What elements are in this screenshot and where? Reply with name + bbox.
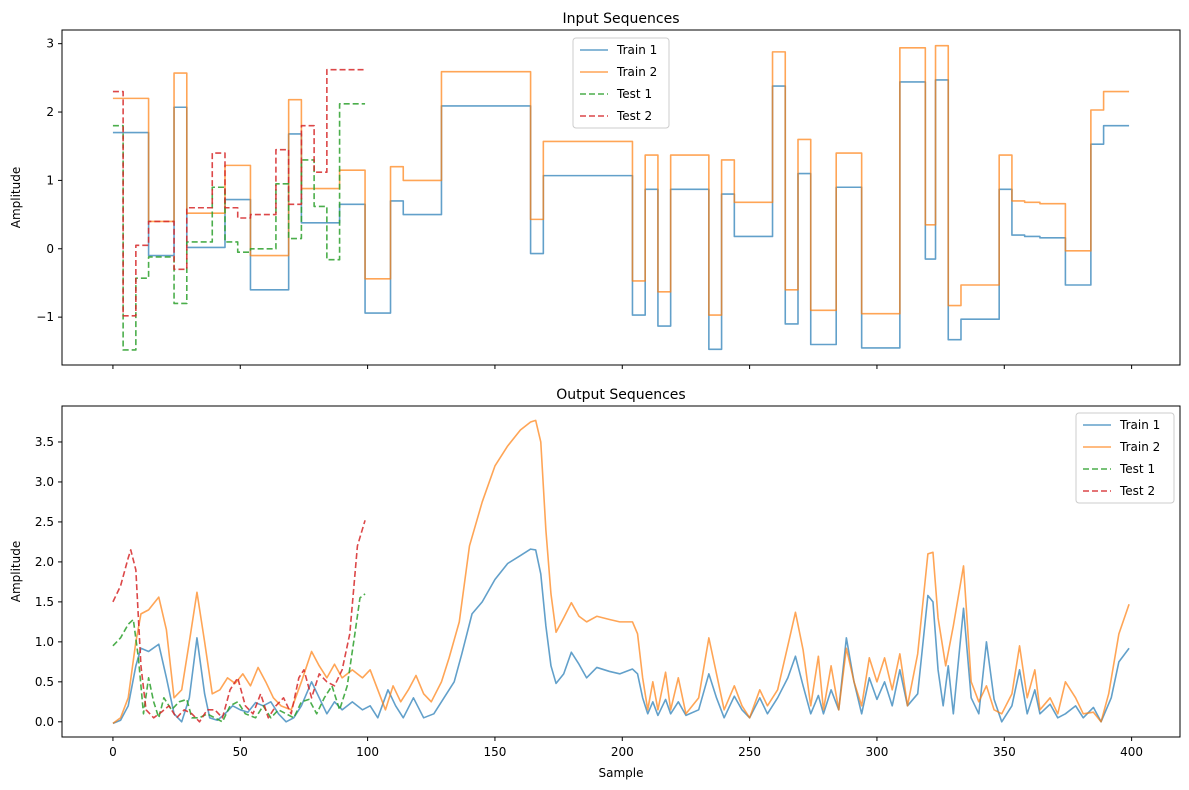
input-sequences-legend-box — [572, 37, 670, 129]
input-sequences-y-axis-label: Amplitude — [9, 167, 23, 229]
output-sequences-y-tick-label: 3.5 — [35, 435, 54, 449]
input-sequences-y-ticks: −1 0 1 2 3 — [36, 37, 62, 324]
input-sequences-legend: Train 1 Train 2 Test 1 Test 2 — [572, 37, 670, 129]
input-sequences-legend-label-test-1: Test 1 — [616, 87, 652, 101]
output-sequences-y-tick-label: 2.5 — [35, 515, 54, 529]
output-sequences-x-ticks: 0 50 100 150 200 250 300 350 400 — [109, 737, 1143, 759]
output-sequences-series-train-1 — [112, 548, 1130, 725]
output-sequences-title: Output Sequences — [556, 387, 685, 403]
output-sequences-y-tick-label: 1.0 — [35, 635, 54, 649]
input-sequences-y-tick-label: 0 — [46, 242, 54, 256]
input-sequences-legend-label-train-2: Train 2 — [616, 65, 657, 79]
output-sequences-x-tick-label: 100 — [356, 745, 379, 759]
output-sequences-panel: 0 50 100 150 200 250 300 350 400 0.0 0.5 1.0 1.5 2.0… — [9, 387, 1181, 780]
input-sequences-title: Input Sequences — [562, 11, 679, 27]
input-sequences-lines — [112, 44, 1130, 351]
output-sequences-y-ticks: 0.0 0.5 1.0 1.5 2.0 2.5 3.0 3.5 — [35, 435, 62, 729]
output-sequences-x-tick-label: 50 — [233, 745, 248, 759]
output-sequences-series-test-1 — [112, 593, 366, 723]
input-sequences-y-tick-label: 2 — [46, 105, 54, 119]
input-sequences-legend-label-train-1: Train 1 — [616, 43, 657, 57]
output-sequences-x-tick-label: 350 — [993, 745, 1016, 759]
input-sequences-panel: −1 0 1 2 3 Input Sequences Amplitude Train 1… — [9, 11, 1181, 369]
input-sequences-x-ticks — [112, 365, 1133, 369]
input-sequences-series-train-2 — [112, 44, 1130, 316]
input-sequences-legend-label-test-2: Test 2 — [616, 109, 652, 123]
output-sequences-legend-label-test-2: Test 2 — [1119, 484, 1155, 498]
output-sequences-y-axis-label: Amplitude — [9, 541, 23, 603]
input-sequences-y-tick-label: 3 — [46, 37, 54, 51]
output-sequences-y-tick-label: 0.5 — [35, 675, 54, 689]
output-sequences-axes-frame — [61, 405, 1181, 738]
output-sequences-x-tick-label: 200 — [611, 745, 634, 759]
output-sequences-y-tick-label: 0.0 — [35, 715, 54, 729]
input-sequences-series-test-2 — [112, 68, 366, 317]
output-sequences-series-test-2 — [112, 520, 366, 723]
output-sequences-legend-box — [1075, 412, 1175, 504]
output-sequences-y-tick-label: 3.0 — [35, 475, 54, 489]
output-sequences-series-train-2 — [112, 419, 1130, 725]
output-sequences-legend: Train 1 Train 2 Test 1 Test 2 — [1075, 412, 1175, 504]
output-sequences-x-axis-label: Sample — [599, 766, 644, 780]
output-sequences-x-tick-label: 150 — [483, 745, 506, 759]
output-sequences-legend-label-test-1: Test 1 — [1119, 462, 1155, 476]
output-sequences-x-tick-label: 400 — [1120, 745, 1143, 759]
output-sequences-legend-label-train-2: Train 2 — [1119, 440, 1160, 454]
output-sequences-y-tick-label: 1.5 — [35, 595, 54, 609]
input-sequences-y-tick-label: 1 — [46, 173, 54, 187]
output-sequences-lines — [112, 419, 1130, 725]
input-sequences-y-tick-label: −1 — [36, 310, 54, 324]
output-sequences-x-tick-label: 250 — [738, 745, 761, 759]
input-sequences-series-test-1 — [112, 103, 366, 351]
output-sequences-legend-label-train-1: Train 1 — [1119, 418, 1160, 432]
output-sequences-x-tick-label: 0 — [109, 745, 117, 759]
output-sequences-x-tick-label: 300 — [865, 745, 888, 759]
output-sequences-y-tick-label: 2.0 — [35, 555, 54, 569]
input-sequences-axes-frame — [61, 29, 1181, 366]
